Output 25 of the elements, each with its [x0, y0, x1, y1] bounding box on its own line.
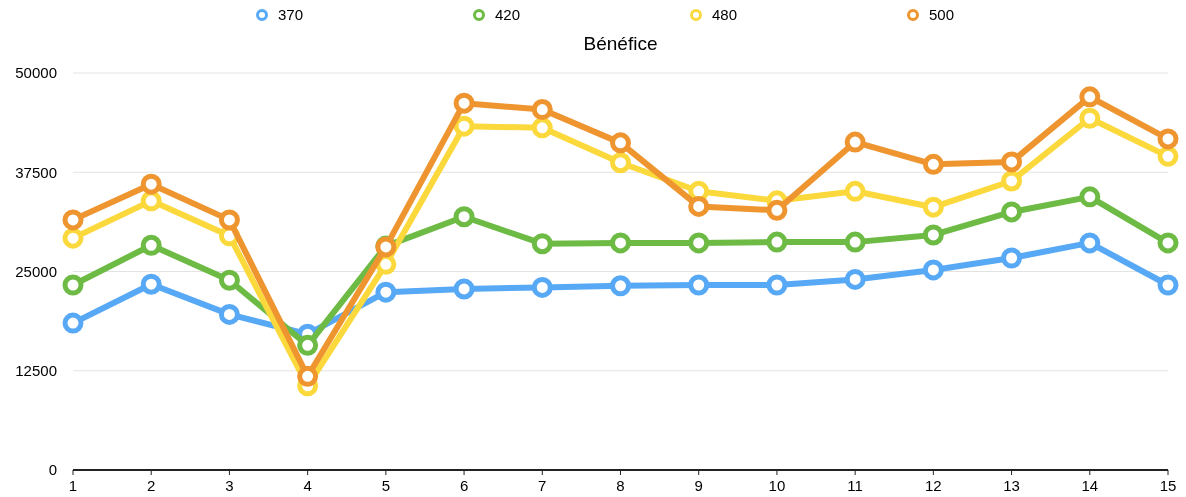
y-tick-label: 25000 — [15, 262, 57, 280]
x-tick-label: 12 — [925, 477, 942, 494]
x-tick-label: 15 — [1159, 477, 1177, 494]
x-tick-label: 7 — [538, 477, 547, 494]
x-tick-label: 11 — [847, 477, 863, 494]
x-tick-label: 9 — [694, 477, 703, 494]
legend-label: 480 — [712, 6, 738, 24]
x-tick-label: 10 — [768, 477, 786, 494]
x-tick-label: 3 — [225, 477, 234, 494]
y-tick-label: 37500 — [15, 163, 57, 181]
x-tick-label: 1 — [68, 477, 78, 494]
x-tick-label: 13 — [1003, 477, 1020, 494]
y-tick-label: 0 — [48, 461, 57, 479]
legend-label: 420 — [495, 6, 521, 24]
x-tick-label: 8 — [616, 477, 625, 494]
x-tick-label: 5 — [381, 477, 391, 494]
x-tick-label: 4 — [303, 477, 312, 494]
x-tick-label: 14 — [1081, 477, 1099, 494]
chart-title: Bénéfice — [583, 33, 658, 54]
legend-label: 370 — [278, 6, 304, 24]
x-tick-label: 6 — [459, 477, 469, 494]
x-tick-label: 2 — [147, 477, 156, 494]
legend-label: 500 — [929, 6, 955, 24]
y-tick-label: 50000 — [15, 64, 57, 82]
y-tick-label: 12500 — [15, 362, 57, 379]
